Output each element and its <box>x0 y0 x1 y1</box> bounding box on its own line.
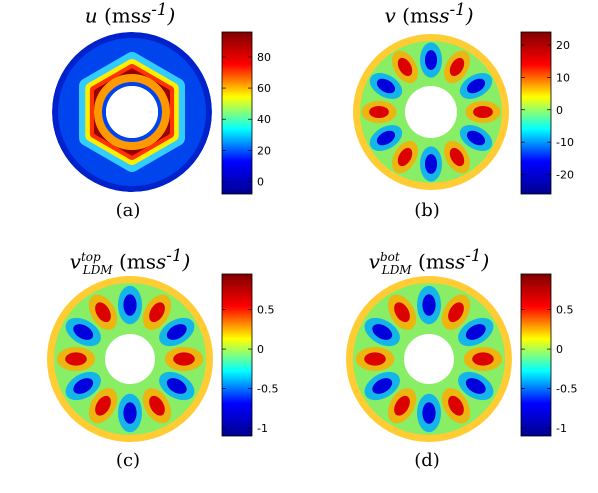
colorbar-tick-label: 20 <box>257 144 271 157</box>
colorbar <box>520 273 552 437</box>
colorbar-tick-label: -0.5 <box>556 383 577 396</box>
colorbar-tick-label: 0 <box>556 343 563 356</box>
colorbar-tick-label: 80 <box>257 51 271 64</box>
panel-b: v (mss-1) 20 10 0 -10 -20 (b) <box>299 0 598 246</box>
colorbar-tick-label: 0 <box>257 176 264 189</box>
colorbar-tick-label: -0.5 <box>257 383 278 396</box>
colorbar <box>221 273 253 437</box>
colorbar-tick-label: 0 <box>556 104 563 117</box>
panel-title: v (mss-1) <box>384 0 474 28</box>
panel-label: (d) <box>414 450 440 471</box>
colorbar-tick-label: -1 <box>556 422 567 435</box>
colorbar-tick-label: 0.5 <box>556 304 574 317</box>
colorbar-tick-label: 60 <box>257 82 271 95</box>
panel-title: vbotLDM (mss-1) <box>368 246 490 277</box>
colorbar-tick-label: -20 <box>556 169 574 182</box>
panel-a: u (mss-1) 80 60 40 20 0 (a) <box>0 0 299 246</box>
panel-title: u (mss-1) <box>84 0 176 28</box>
colorbar-tick-label: 10 <box>556 71 570 84</box>
annulus-plot: 20 10 0 -10 -20 <box>346 27 574 197</box>
panel-label: (a) <box>115 200 141 221</box>
colorbar-tick-label: 20 <box>556 39 570 52</box>
annulus-plot: 0.5 0 -0.5 -1 <box>339 269 577 449</box>
panel-label: (c) <box>115 450 141 471</box>
panel-c: vtopLDM (mss-1) 0.5 0 -0.5 -1 (c) <box>0 246 299 492</box>
colorbar-tick-label: -10 <box>556 136 574 149</box>
colorbar <box>520 31 552 195</box>
colorbar-tick-label: 40 <box>257 113 271 126</box>
colorbar-tick-label: 0 <box>257 343 264 356</box>
annulus-plot: 0.5 0 -0.5 -1 <box>40 269 278 449</box>
colorbar-tick-label: -1 <box>257 422 268 435</box>
panel-label: (b) <box>414 200 440 221</box>
annulus-plot: 80 60 40 20 0 <box>52 31 271 195</box>
panel-d: vbotLDM (mss-1) 0.5 0 -0.5 -1 (d) <box>299 246 598 492</box>
colorbar <box>221 31 253 195</box>
colorbar-tick-label: 0.5 <box>257 304 275 317</box>
